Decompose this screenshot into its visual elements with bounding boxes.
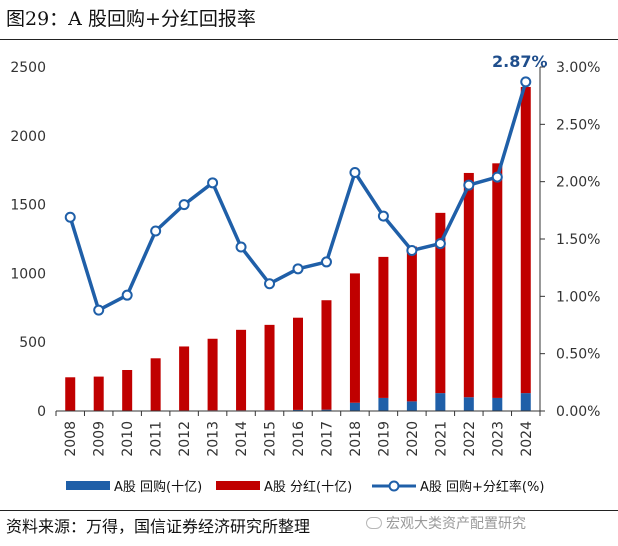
rate-point <box>520 76 532 88</box>
x-tick-label: 2012 <box>177 421 193 457</box>
left-tick-label: 1000 <box>10 266 46 282</box>
x-tick-label: 2009 <box>92 421 108 457</box>
legend-line-marker <box>388 480 400 492</box>
x-tick-label: 2008 <box>63 421 79 457</box>
left-axis: 0 500 1000 1500 2000 2500 <box>10 60 46 420</box>
legend-rate-label: A股 回购+分红率(%) <box>420 479 544 495</box>
rate-point <box>463 179 475 191</box>
x-tick-label: 2013 <box>206 421 222 457</box>
left-tick-label: 1500 <box>10 198 46 214</box>
x-tick-label: 2019 <box>376 421 392 457</box>
buyback-bar <box>435 393 446 411</box>
rate-point <box>377 210 389 222</box>
rate-line <box>64 76 532 316</box>
source-note: 资料来源：万得，国信证券经济研究所整理 <box>6 517 311 536</box>
rate-point <box>121 289 133 301</box>
rate-line-path <box>68 81 528 312</box>
right-tick-label: 2.50% <box>556 117 600 133</box>
rate-point <box>93 304 105 316</box>
dividend-bar <box>150 358 161 411</box>
x-tick-label: 2021 <box>433 421 449 457</box>
buyback-bar <box>378 397 389 411</box>
x-tick-label: 2011 <box>149 421 165 457</box>
x-tick-label: 2024 <box>519 421 535 457</box>
right-tick-label: 0.00% <box>556 404 600 420</box>
legend-buyback-swatch <box>66 481 110 490</box>
dividend-bar <box>122 369 133 411</box>
left-tick-label: 2000 <box>10 129 46 145</box>
right-tick-label: 1.00% <box>556 289 600 305</box>
dividend-bar <box>236 329 247 411</box>
dividend-bar <box>207 338 218 411</box>
right-tick-label: 3.00% <box>556 60 600 76</box>
title-rule <box>0 39 618 40</box>
x-tick-label: 2023 <box>490 421 506 457</box>
dividend-bar <box>492 163 503 398</box>
legend-buyback-label: A股 回购(十亿) <box>114 479 202 495</box>
rate-point <box>434 238 446 250</box>
wechat-icon <box>366 517 382 529</box>
dividend-bar <box>349 273 360 403</box>
bars <box>65 86 531 411</box>
x-axis: 2008 2009 2010 2011 2012 2013 2014 2015 2016 2017… <box>55 410 541 457</box>
x-tick-label: 2016 <box>291 421 307 457</box>
chart: 0 500 1000 1500 2000 2500 0.00% 0.50% 1.00% 1.50… <box>10 52 600 495</box>
x-tick-label: 2017 <box>319 421 335 457</box>
dividend-bar <box>463 172 474 398</box>
buyback-bar <box>321 409 332 411</box>
x-tick-label: 2022 <box>462 421 478 457</box>
rate-point <box>178 199 190 211</box>
legend-dividend-label: A股 分红(十亿) <box>264 479 352 495</box>
rate-point <box>320 256 332 268</box>
rate-point <box>207 177 219 189</box>
peak-label: 2.87% <box>492 52 548 71</box>
right-tick-label: 1.50% <box>556 232 600 248</box>
right-tick-label: 2.00% <box>556 175 600 191</box>
rate-point <box>292 263 304 275</box>
dividend-bar <box>378 256 389 398</box>
legend: A股 回购(十亿) A股 分红(十亿) A股 回购+分红率(%) <box>66 479 544 495</box>
rate-point <box>235 241 247 253</box>
buyback-bar <box>349 402 360 411</box>
dividend-bar <box>293 317 303 410</box>
legend-dividend-swatch <box>216 481 260 490</box>
x-tick-label: 2018 <box>348 421 364 457</box>
right-axis: 0.00% 0.50% 1.00% 1.50% 2.00% 2.50% 3.00% <box>539 60 600 420</box>
rate-point <box>406 244 418 256</box>
dividend-bar <box>435 212 446 394</box>
buyback-bar <box>406 401 417 411</box>
x-tick-label: 2020 <box>405 421 421 457</box>
buyback-bar <box>492 397 503 411</box>
watermark-text: 宏观大类资产配置研究 <box>386 516 526 532</box>
buyback-bar <box>520 393 531 411</box>
rate-point <box>349 166 361 178</box>
dividend-bar <box>321 300 332 410</box>
figure-title: 图29：A 股回购+分红回报率 <box>6 8 256 30</box>
dividend-bar <box>520 86 531 394</box>
rate-point <box>150 225 162 237</box>
dividend-bar <box>65 377 76 411</box>
dividend-bar <box>406 246 417 402</box>
watermark: 宏观大类资产配置研究 <box>366 513 526 533</box>
left-tick-label: 500 <box>19 335 46 351</box>
left-tick-label: 2500 <box>10 60 46 76</box>
rate-point <box>491 171 503 183</box>
rate-point <box>64 211 76 223</box>
x-tick-label: 2014 <box>234 421 250 457</box>
buyback-bar <box>463 397 474 411</box>
x-tick-label: 2015 <box>263 421 279 457</box>
left-tick-label: 0 <box>37 404 46 420</box>
dividend-bar <box>93 376 104 411</box>
dividend-bar <box>179 346 190 411</box>
x-tick-label: 2010 <box>120 421 136 457</box>
rate-point <box>264 278 276 290</box>
annotation: 2.87% <box>492 52 548 71</box>
right-tick-label: 0.50% <box>556 347 600 363</box>
buyback-bar <box>293 409 303 411</box>
dividend-bar <box>264 324 275 411</box>
source-rule <box>0 510 618 511</box>
